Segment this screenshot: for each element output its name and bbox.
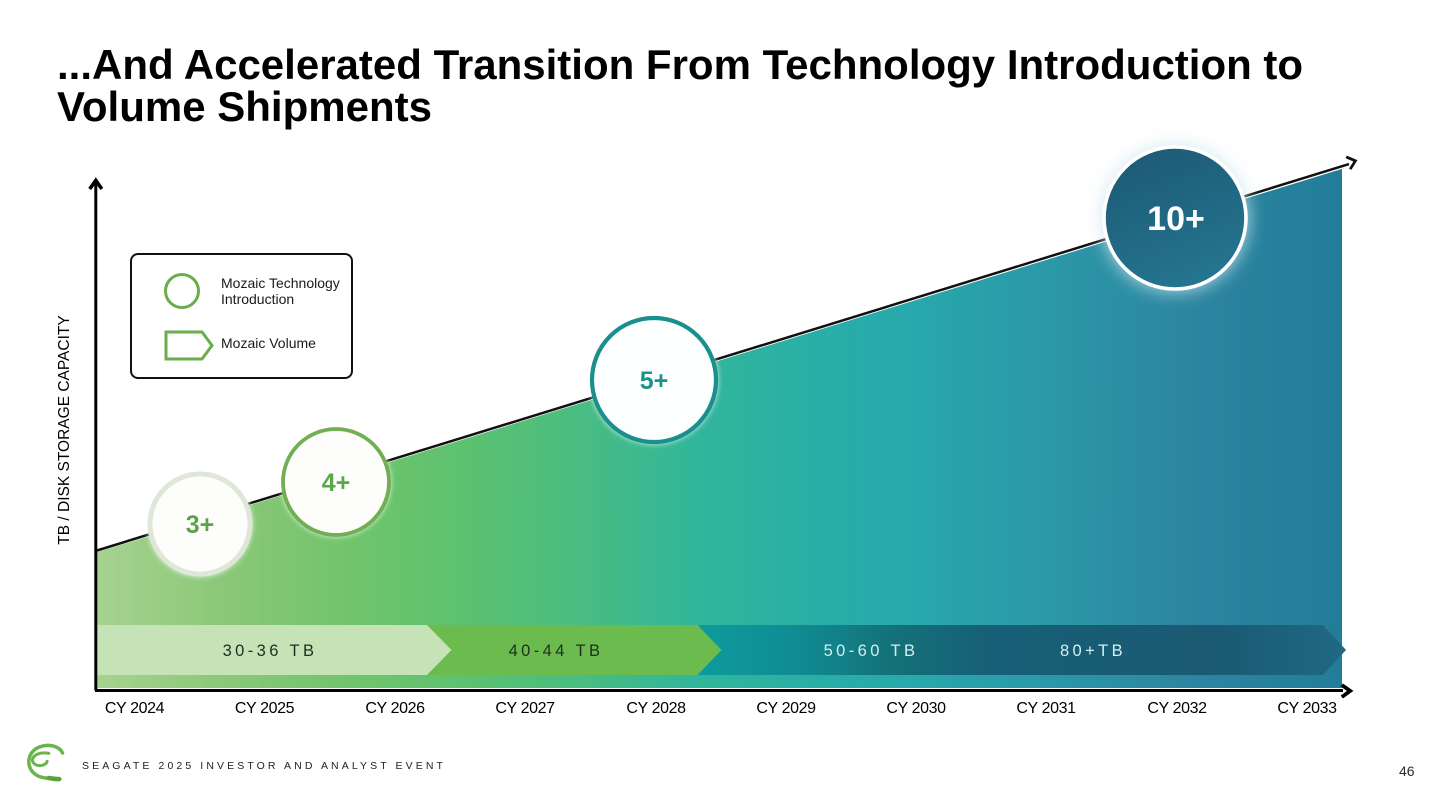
svg-text:CY 2032: CY 2032	[1147, 700, 1207, 717]
svg-text:CY 2025: CY 2025	[235, 700, 295, 717]
svg-text:CY 2033: CY 2033	[1277, 700, 1337, 717]
svg-text:CY 2027: CY 2027	[495, 700, 555, 717]
svg-text:Introduction: Introduction	[221, 291, 294, 307]
svg-text:50-60 TB: 50-60 TB	[824, 642, 919, 660]
svg-text:CY 2029: CY 2029	[756, 700, 816, 717]
svg-text:4+: 4+	[322, 469, 351, 497]
svg-text:CY 2026: CY 2026	[365, 700, 425, 717]
svg-text:CY 2024: CY 2024	[105, 700, 165, 717]
svg-text:3+: 3+	[186, 511, 215, 539]
svg-text:CY 2031: CY 2031	[1016, 700, 1076, 717]
svg-text:10+: 10+	[1147, 200, 1205, 238]
svg-text:30-36 TB: 30-36 TB	[223, 642, 318, 660]
svg-text:5+: 5+	[640, 367, 669, 395]
svg-text:SEAGATE 2025 INVESTOR AND ANAL: SEAGATE 2025 INVESTOR AND ANALYST EVENT	[82, 760, 446, 772]
svg-text:CY 2028: CY 2028	[626, 700, 686, 717]
svg-text:Mozaic Technology: Mozaic Technology	[221, 275, 340, 291]
svg-text:46: 46	[1399, 763, 1415, 779]
svg-text:40-44 TB: 40-44 TB	[509, 642, 604, 660]
svg-text:80+TB: 80+TB	[1060, 642, 1126, 660]
svg-text:TB / DISK STORAGE CAPACITY: TB / DISK STORAGE CAPACITY	[56, 315, 73, 544]
svg-text:Mozaic Volume: Mozaic Volume	[221, 335, 316, 351]
svg-text:CY 2030: CY 2030	[886, 700, 946, 717]
